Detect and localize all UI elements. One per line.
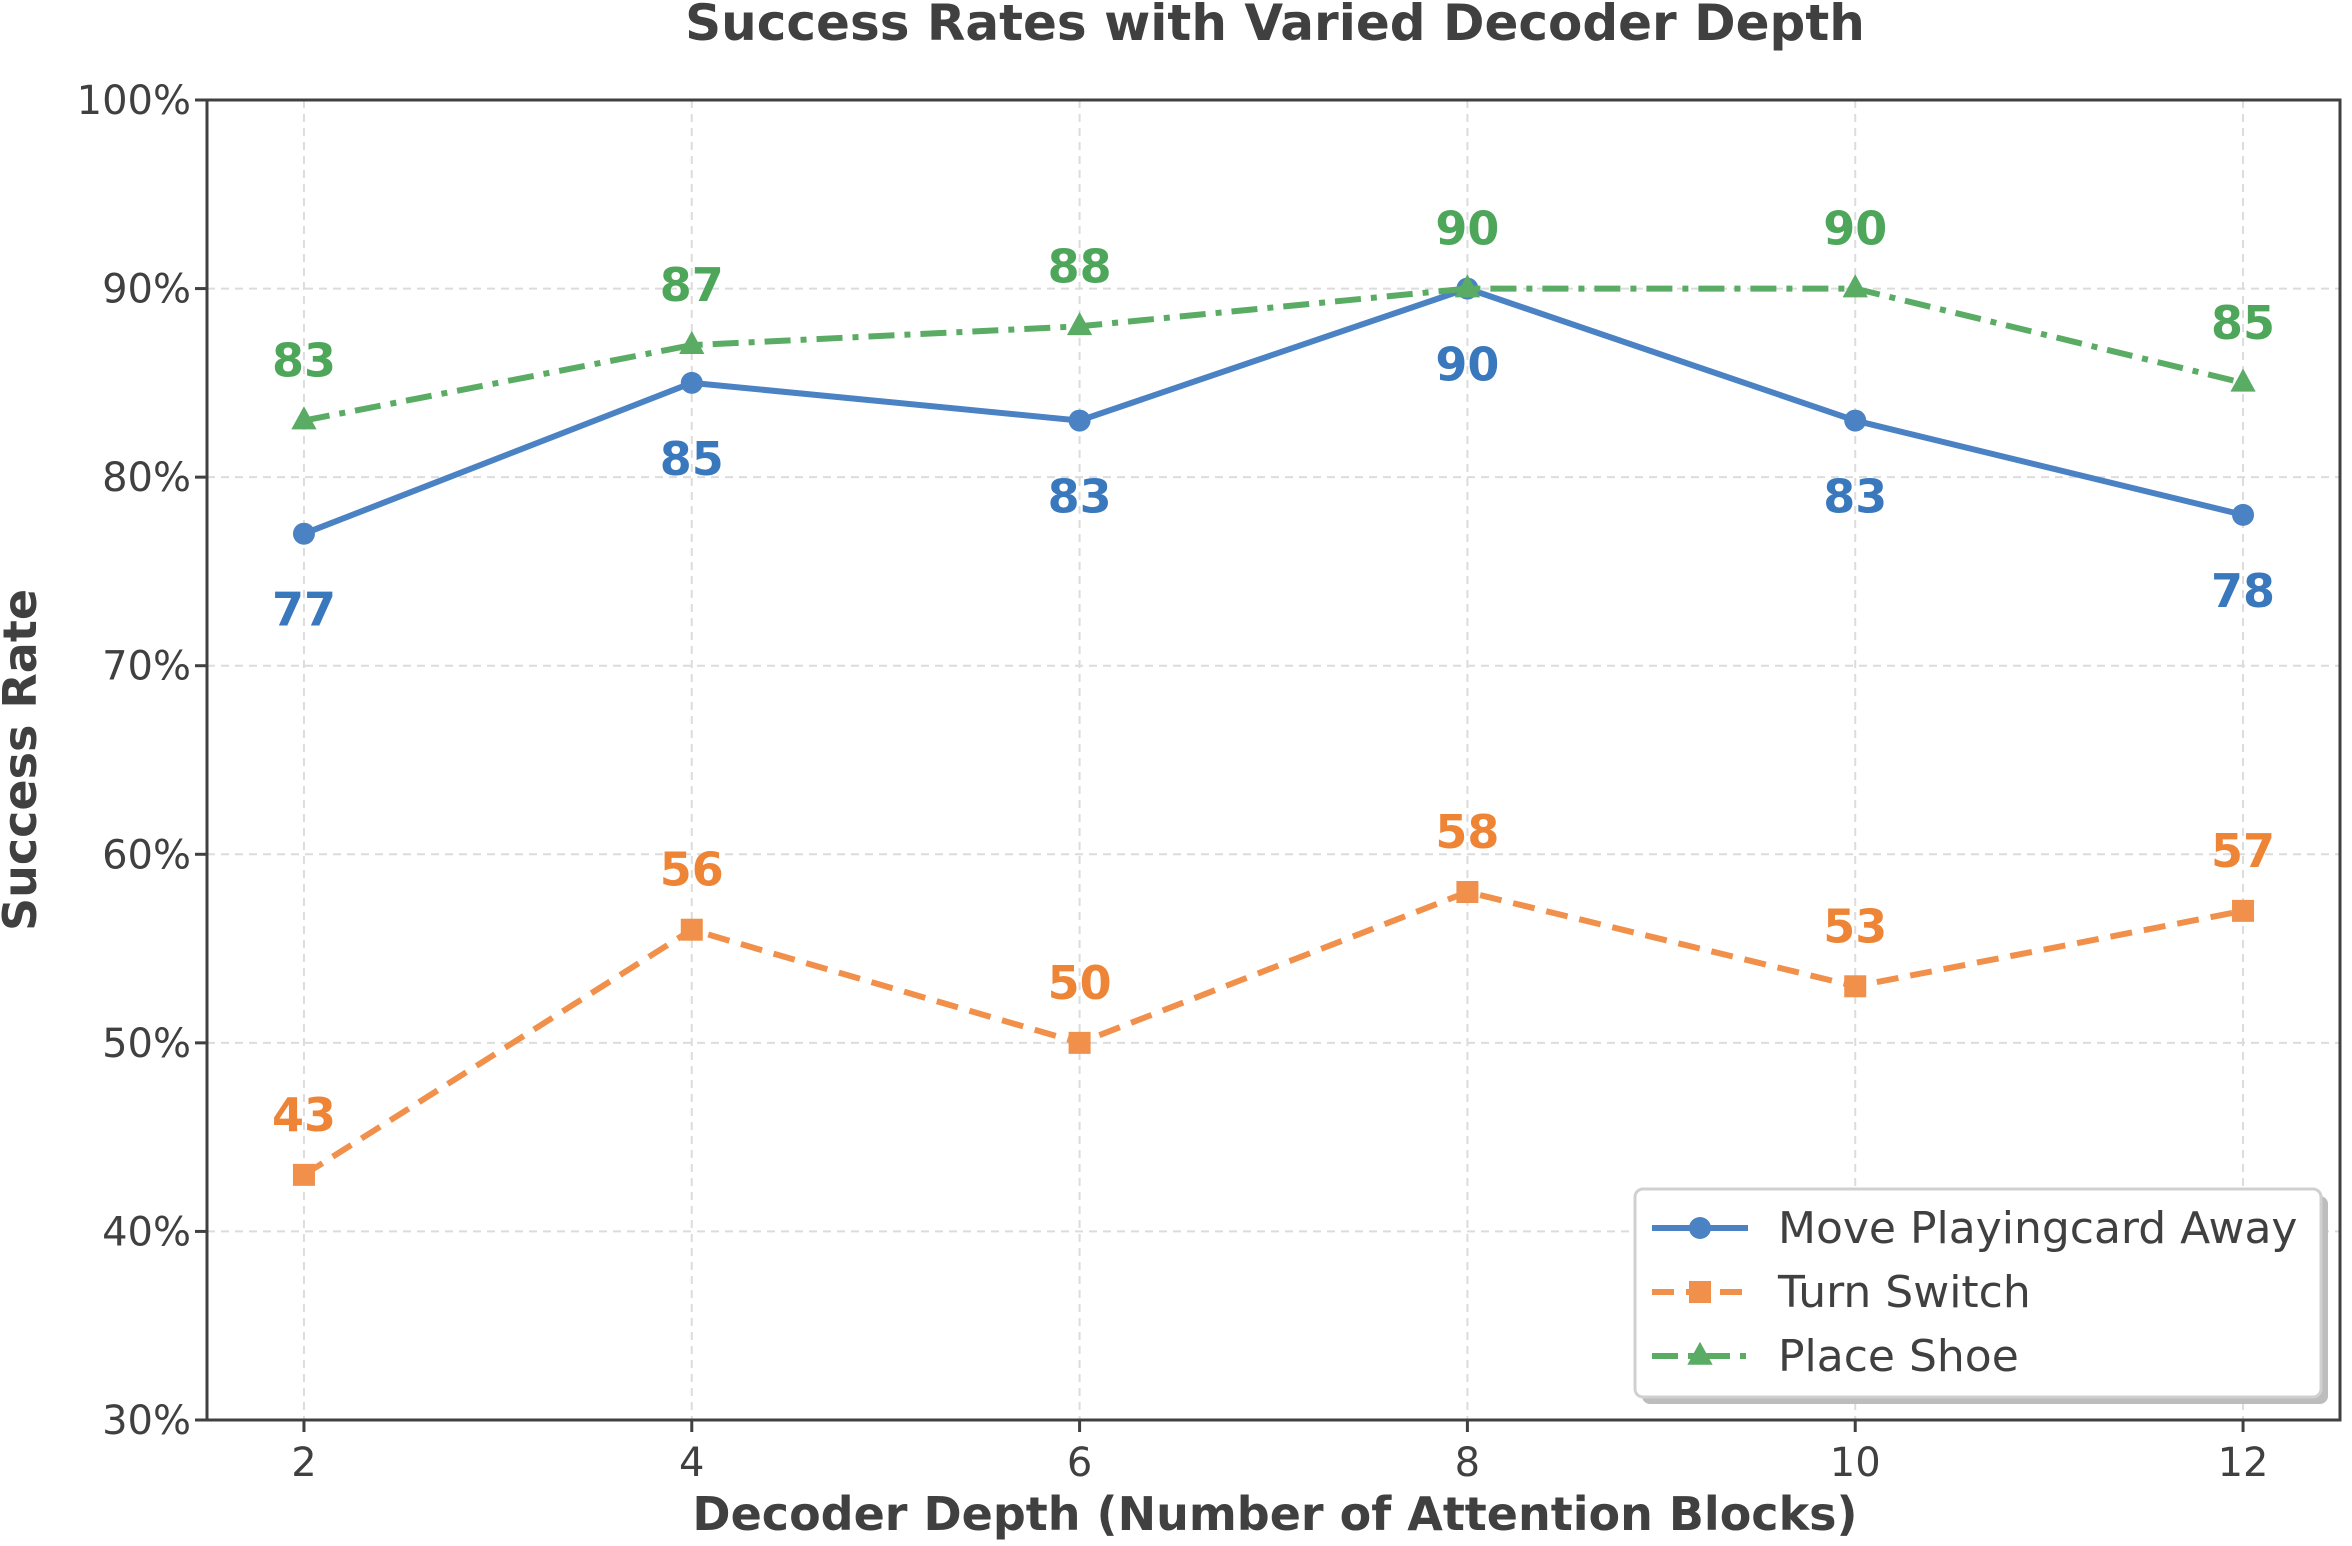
data-label: 77 <box>272 583 336 637</box>
legend-box <box>1633 1187 2323 1399</box>
data-label: 53 <box>1823 899 1887 953</box>
data-label: 88 <box>1048 239 1112 293</box>
data-label: 85 <box>2211 296 2275 350</box>
data-label: 56 <box>660 843 724 897</box>
chart-title: Success Rates with Varied Decoder Depth <box>685 0 1865 52</box>
x-tick-label: 10 <box>1830 1440 1881 1486</box>
legend-item: Turn Switch <box>1652 1267 2031 1318</box>
data-label: 87 <box>660 258 724 312</box>
data-label: 58 <box>1435 805 1499 859</box>
y-axis-label: Success Rate <box>0 589 47 931</box>
y-tick-label: 40% <box>102 1209 191 1255</box>
y-tick-label: 50% <box>102 1021 191 1067</box>
series-place-shoe: 83 87 88 90 90 85 <box>272 202 2275 430</box>
series-move-playingcard-away: 77 85 83 90 83 78 <box>272 277 2275 637</box>
tick-labels: 2 4 6 8 10 12 30% 40% 50% 60% 70% 80% 90% 100% <box>77 78 2269 1486</box>
x-tick-label: 2 <box>291 1440 316 1486</box>
y-tick-label: 90% <box>102 267 191 313</box>
data-label: 83 <box>1823 470 1887 524</box>
y-tick-label: 60% <box>102 832 191 878</box>
data-label: 43 <box>272 1088 336 1142</box>
y-tick-label: 80% <box>102 455 191 501</box>
data-label: 90 <box>1435 202 1499 256</box>
data-label: 50 <box>1048 956 1112 1010</box>
legend-item: Place Shoe <box>1652 1331 2019 1382</box>
x-tick-label: 4 <box>679 1440 704 1486</box>
data-point <box>2232 899 2255 922</box>
data-label: 90 <box>1823 202 1887 256</box>
x-tick-label: 8 <box>1455 1440 1480 1486</box>
data-point <box>1068 1031 1091 1054</box>
series-line <box>303 285 2244 424</box>
data-label: 90 <box>1435 338 1499 392</box>
legend: Move Playingcard Away Turn Switch Place Sh… <box>1633 1187 2328 1404</box>
legend-label: Turn Switch <box>1777 1267 2031 1318</box>
data-point <box>292 1163 315 1186</box>
data-label: 85 <box>660 432 724 486</box>
series-group: 43 56 50 58 53 57 77 85 83 90 83 78 83 87 88 90 90 85 <box>272 202 2275 1186</box>
legend-label: Move Playingcard Away <box>1778 1203 2297 1254</box>
data-point <box>2232 503 2255 526</box>
y-tick-label: 100% <box>77 78 191 124</box>
data-point <box>291 406 317 430</box>
data-point <box>292 522 315 545</box>
data-label: 83 <box>272 334 336 388</box>
data-point <box>1844 975 1867 998</box>
data-point <box>680 371 703 394</box>
data-point <box>1066 311 1093 336</box>
legend-marker <box>1689 1281 1711 1303</box>
data-label: 57 <box>2211 824 2275 878</box>
data-point <box>1068 409 1091 432</box>
series-turn-switch: 43 56 50 58 53 57 <box>272 805 2275 1186</box>
data-point <box>1842 274 1868 298</box>
data-point <box>1456 881 1479 903</box>
y-tick-label: 70% <box>102 644 191 690</box>
gridlines <box>207 100 2340 1420</box>
legend-marker <box>1689 1217 1711 1239</box>
data-point <box>2230 368 2256 392</box>
x-axis-label: Decoder Depth (Number of Attention Block… <box>692 1487 1857 1541</box>
series-line <box>302 285 2244 537</box>
data-label: 78 <box>2211 564 2275 618</box>
y-tick-label: 30% <box>102 1398 191 1444</box>
data-point <box>679 330 705 354</box>
x-tick-label: 6 <box>1067 1440 1092 1486</box>
x-tick-label: 12 <box>2218 1440 2269 1486</box>
series-line <box>302 888 2244 1178</box>
plot-frame <box>205 98 2342 1422</box>
legend-marker <box>1687 1341 1713 1365</box>
legend-label: Place Shoe <box>1778 1331 2019 1382</box>
data-point <box>680 918 703 941</box>
data-point <box>1454 274 1481 298</box>
data-label: 83 <box>1048 470 1112 524</box>
data-point <box>1844 409 1867 432</box>
legend-item: Move Playingcard Away <box>1652 1203 2297 1254</box>
